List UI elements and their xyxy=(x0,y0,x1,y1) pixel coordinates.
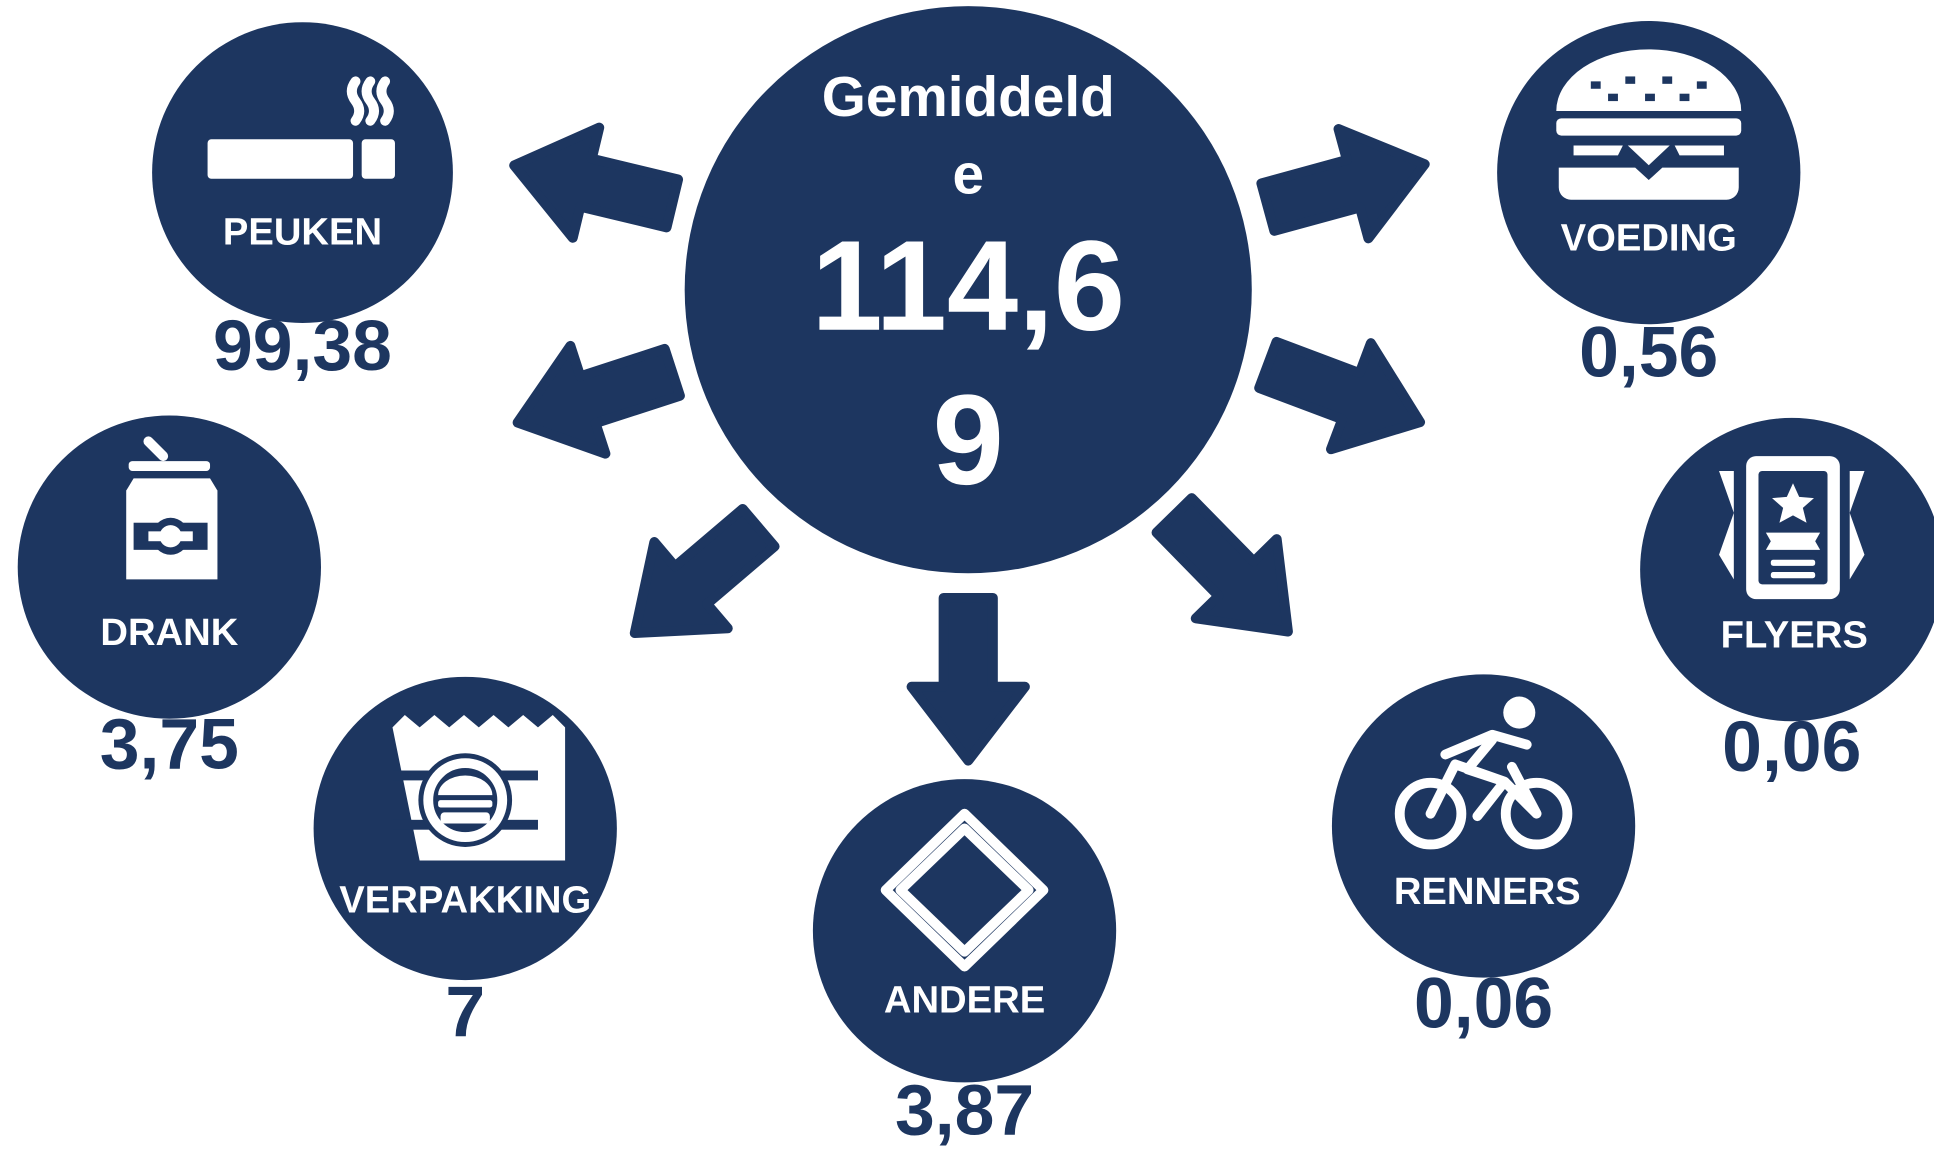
arrow xyxy=(598,484,795,676)
node-label: PEUKEN xyxy=(223,210,382,253)
node-label: RENNERS xyxy=(1394,870,1581,913)
node-verpakking: VERPAKKING 7 xyxy=(313,676,617,1052)
node-label: DRANK xyxy=(100,611,238,654)
arrow xyxy=(912,598,1025,761)
node-value: 99,38 xyxy=(213,306,392,386)
center-value: 9 xyxy=(933,369,1004,512)
node-value: 0,06 xyxy=(1722,707,1861,787)
center-circle xyxy=(684,6,1252,574)
node-circle xyxy=(812,779,1117,1083)
node-flyers: FLYERS 0,06 xyxy=(1640,417,1934,787)
node-circle xyxy=(1331,674,1636,978)
node-label: VERPAKKING xyxy=(339,879,591,922)
node-value: 3,75 xyxy=(100,704,239,784)
arrow xyxy=(1253,109,1440,261)
node-label: ANDERE xyxy=(884,978,1045,1021)
node-value: 0,06 xyxy=(1414,963,1553,1043)
arrow xyxy=(1248,312,1440,475)
packaging-icon xyxy=(392,715,566,861)
node-renners: RENNERS 0,06 xyxy=(1331,674,1636,1043)
center-label: Gemiddeld xyxy=(822,66,1115,129)
arrow xyxy=(1134,476,1329,672)
center-value: 114,6 xyxy=(811,215,1125,358)
node-voeding: VOEDING 0,56 xyxy=(1497,20,1801,392)
flyer-icon xyxy=(1719,456,1865,600)
node-value: 0,56 xyxy=(1579,312,1718,392)
center-label: e xyxy=(952,144,984,207)
arrow xyxy=(500,318,690,476)
node-andere: ANDERE 3,87 xyxy=(812,779,1117,1149)
cigarette-icon xyxy=(207,76,395,179)
center-node: Gemiddeld e 114,6 9 xyxy=(684,6,1252,574)
burger-icon xyxy=(1556,49,1742,200)
diamond-icon xyxy=(880,808,1049,972)
node-value: 3,87 xyxy=(895,1071,1034,1149)
arrow xyxy=(501,110,686,258)
node-peuken: PEUKEN 99,38 xyxy=(152,22,453,386)
node-value: 7 xyxy=(445,972,485,1052)
node-label: FLYERS xyxy=(1721,613,1868,656)
can-icon xyxy=(126,436,218,580)
node-drank: DRANK 3,75 xyxy=(17,415,321,784)
cyclist-icon xyxy=(1394,696,1573,850)
node-label: VOEDING xyxy=(1561,216,1737,259)
